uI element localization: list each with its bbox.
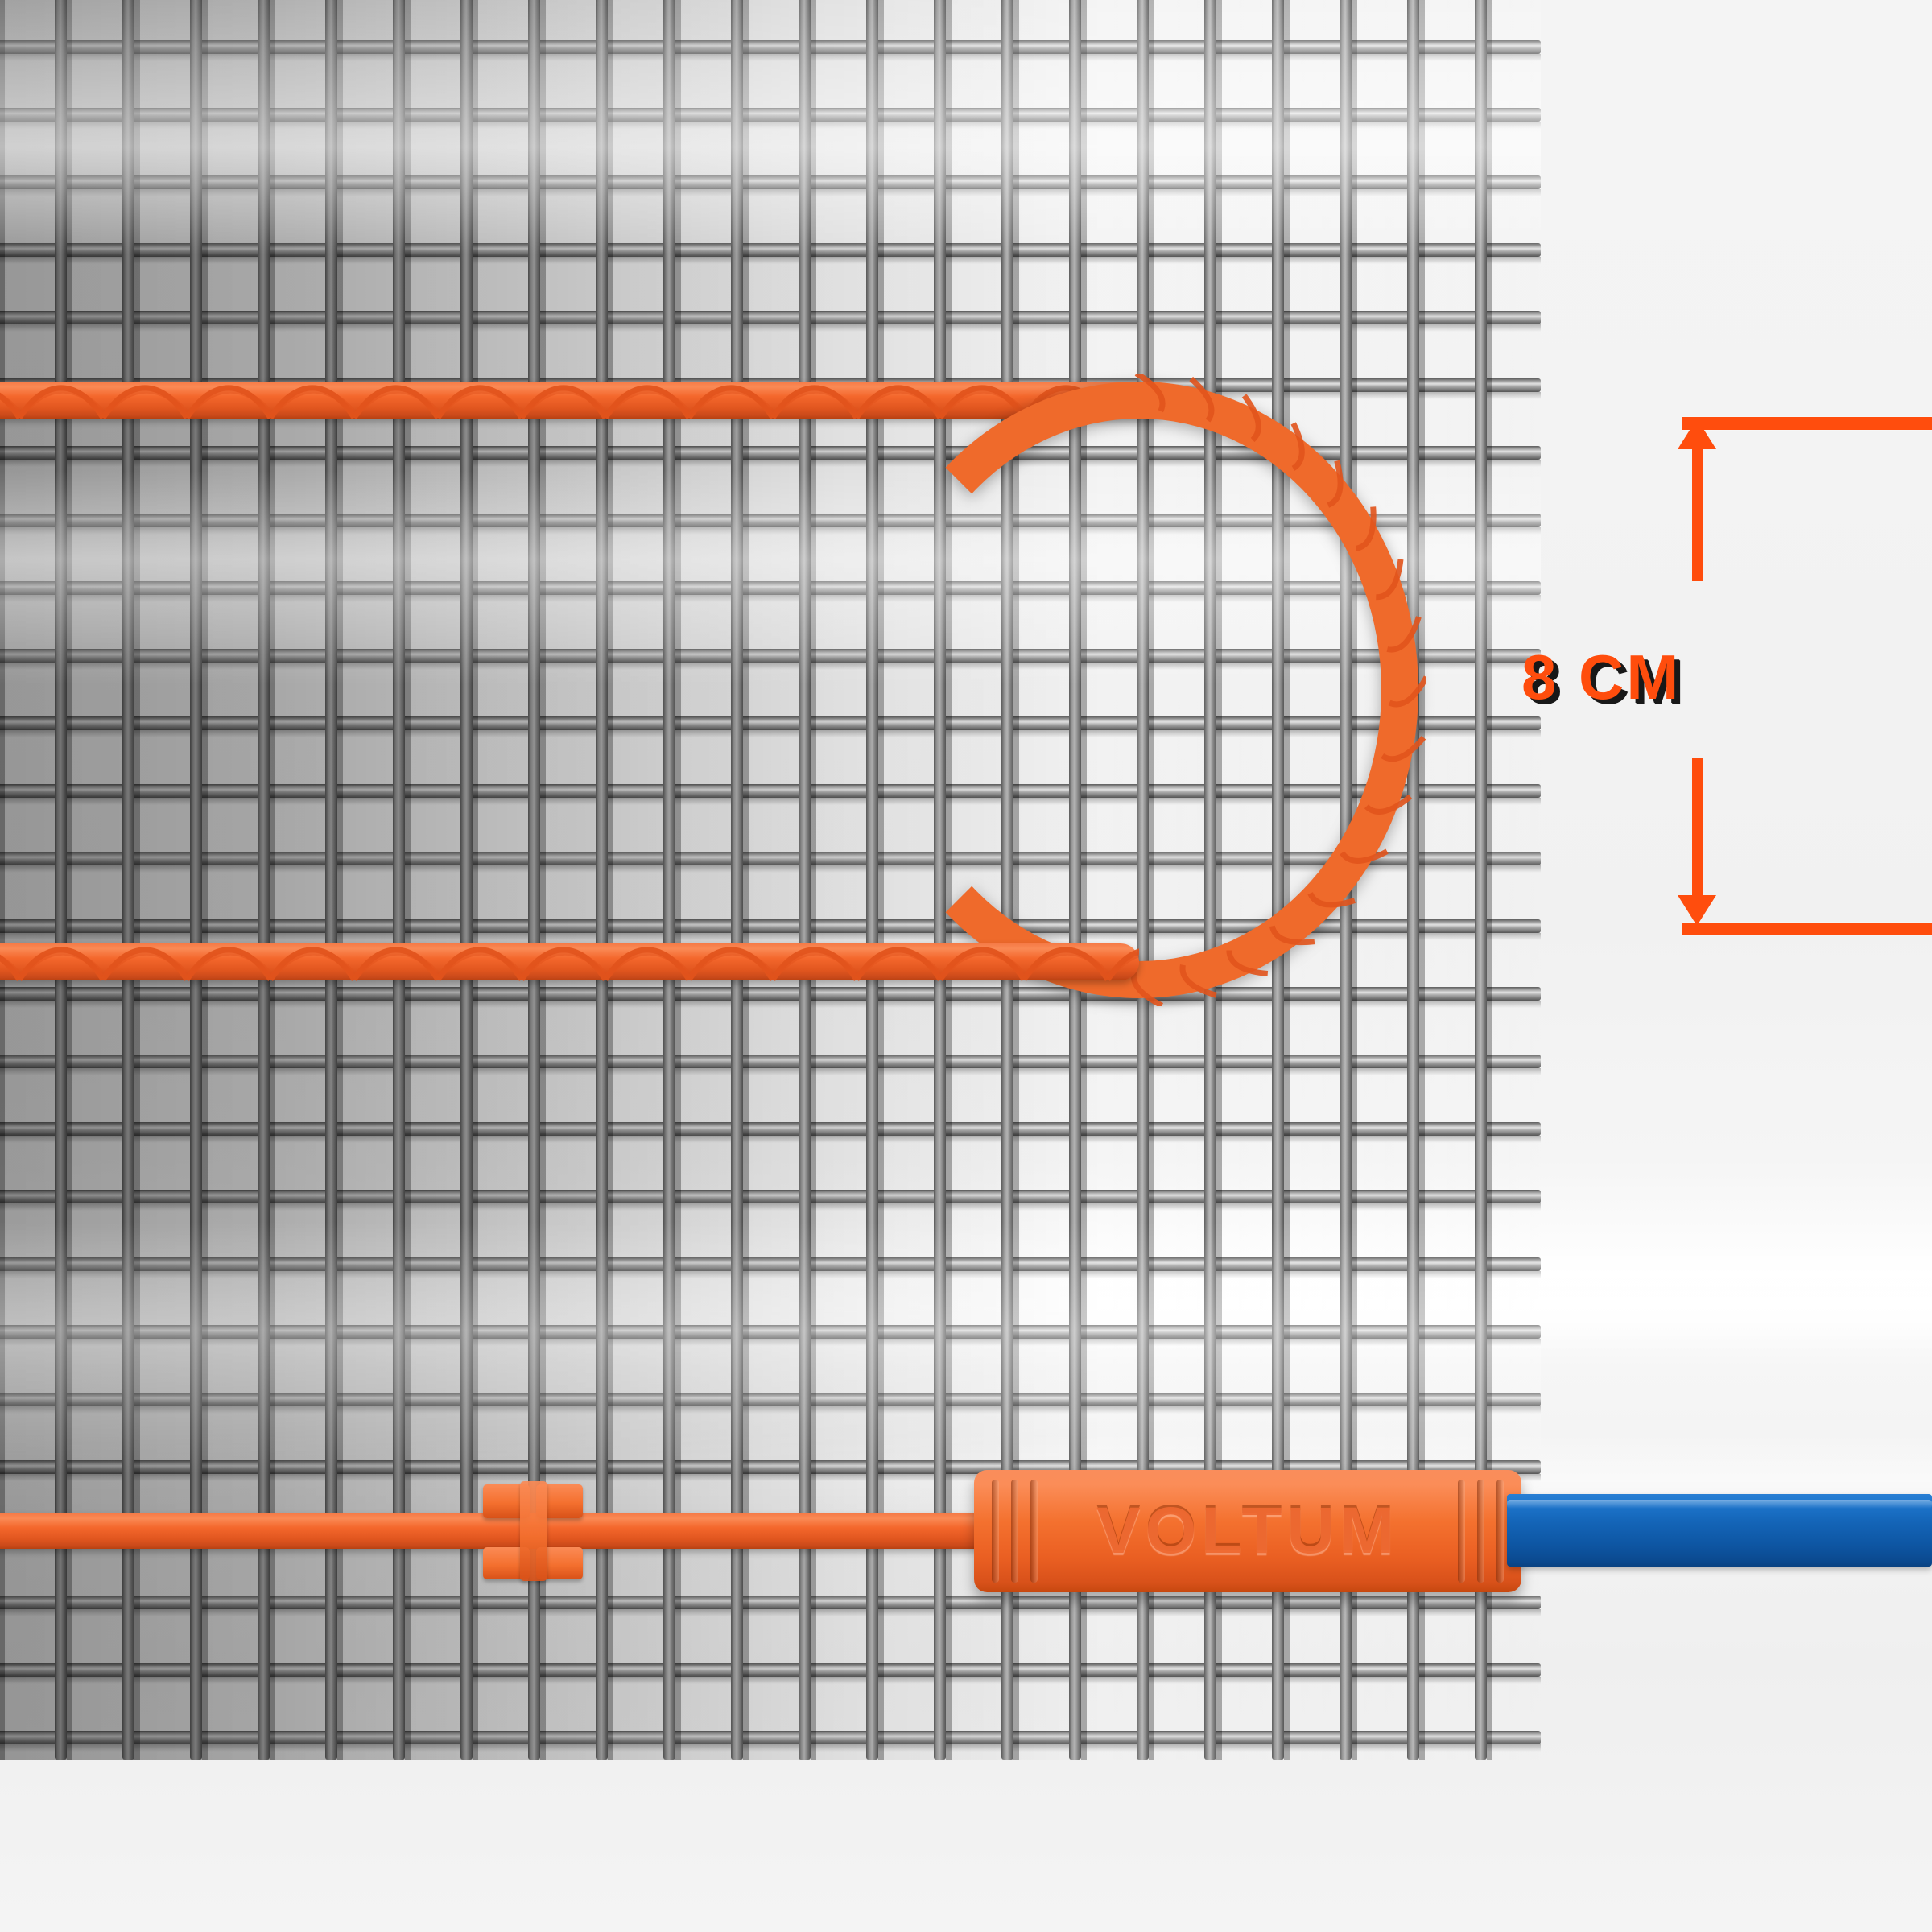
clip-center-post <box>520 1481 547 1581</box>
dimension-label: 8 CM <box>1521 642 1682 712</box>
cable-u-turn <box>860 382 1418 998</box>
connector-rib-left-1 <box>992 1480 999 1583</box>
connector-rib-left-2 <box>1011 1480 1018 1583</box>
cable-run-top <box>0 382 1167 419</box>
dimension-leader-bottom <box>1692 758 1703 895</box>
spacing-dimension: 8 CM <box>1521 402 1932 966</box>
cable-run-middle <box>0 943 1139 981</box>
dimension-extension-line-bottom <box>1682 923 1932 935</box>
connector-rib-right-2 <box>1477 1480 1484 1583</box>
connector-rib-right-3 <box>1496 1480 1504 1583</box>
joint-connector: VOLTUM <box>974 1470 1521 1592</box>
connector-brand-label: VOLTUM <box>1096 1494 1400 1567</box>
cable-spiral-thread-top <box>0 377 1167 423</box>
cable-fixing-clip <box>483 1480 588 1584</box>
dimension-arrow-down-icon <box>1678 895 1716 926</box>
blue-cold-lead-cable <box>1507 1494 1932 1567</box>
dimension-arrow-up-icon <box>1678 419 1716 449</box>
cable-spiral-thread-middle <box>0 939 1139 985</box>
connector-rib-right-1 <box>1458 1480 1465 1583</box>
connector-rib-left-3 <box>1030 1480 1038 1583</box>
dimension-leader-top <box>1692 444 1703 581</box>
dimension-extension-line-top <box>1682 417 1932 430</box>
cable-run-bottom <box>0 1513 1006 1549</box>
